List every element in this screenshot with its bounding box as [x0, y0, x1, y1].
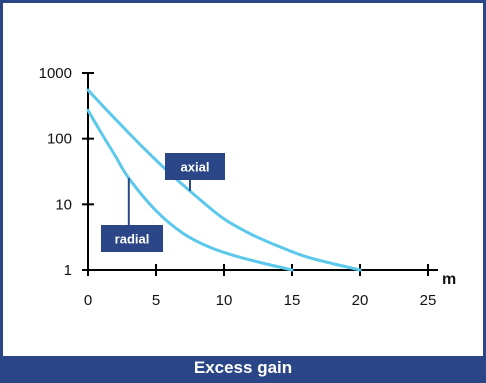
- y-tick-label: 10: [55, 196, 72, 213]
- x-tick-label: 20: [352, 292, 369, 309]
- chart-frame: 0 5 10 15 20 25 1 10 100 1000 m axial radial Excess …: [3, 3, 483, 380]
- x-tick-label: 10: [216, 292, 233, 309]
- series-line-axial: [86, 88, 362, 272]
- callout-box-radial: [101, 225, 163, 252]
- callout-box-axial: [165, 153, 225, 180]
- y-tick-label: 1: [64, 262, 72, 279]
- y-tick-label: 100: [47, 131, 72, 148]
- y-tick-label: 1000: [39, 65, 72, 82]
- x-tick-label: 15: [284, 292, 301, 309]
- callout-label-radial: radial: [115, 232, 150, 247]
- excess-gain-chart: 0 5 10 15 20 25 1 10 100 1000 m axial radial: [39, 65, 457, 309]
- x-tick-label: 5: [152, 292, 160, 309]
- x-tick-label: 25: [420, 292, 437, 309]
- x-tick-label: 0: [84, 292, 92, 309]
- series-line-radial: [86, 108, 294, 272]
- chart-caption: Excess gain: [3, 356, 483, 380]
- callout-label-axial: axial: [181, 160, 210, 175]
- x-axis-unit-label: m: [442, 271, 456, 288]
